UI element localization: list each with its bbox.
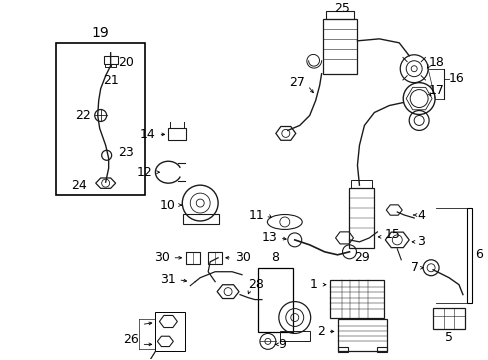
Text: 26: 26 [122, 333, 138, 346]
Text: 4: 4 [416, 208, 424, 221]
Text: 24: 24 [71, 179, 86, 192]
Text: 23: 23 [118, 146, 133, 159]
Bar [432, 307, 464, 329]
Text: 21: 21 [102, 74, 118, 87]
Bar [110, 64, 115, 67]
Text: 14: 14 [140, 128, 155, 141]
Bar [351, 180, 372, 188]
Text: 30: 30 [235, 251, 250, 264]
Text: 13: 13 [262, 231, 277, 244]
Text: 12: 12 [137, 166, 152, 179]
Bar [103, 56, 118, 64]
Text: 27: 27 [288, 76, 304, 89]
Bar [377, 347, 386, 352]
Text: 29: 29 [354, 251, 369, 264]
Bar [337, 347, 347, 352]
Text: 25: 25 [334, 3, 350, 15]
Text: 28: 28 [247, 278, 264, 291]
Text: 17: 17 [428, 84, 444, 97]
Text: 22: 22 [75, 109, 91, 122]
Bar [183, 214, 219, 224]
Bar [325, 11, 354, 19]
Text: 30: 30 [154, 251, 170, 264]
Text: 31: 31 [159, 273, 175, 286]
Text: 19: 19 [92, 26, 109, 40]
Bar [56, 43, 145, 195]
Text: 9: 9 [277, 338, 285, 351]
Text: 16: 16 [448, 72, 464, 85]
Text: 8: 8 [270, 251, 278, 264]
Bar [349, 188, 374, 248]
Bar [104, 64, 109, 67]
Bar [186, 252, 200, 264]
Bar [208, 252, 222, 264]
Bar [279, 332, 309, 341]
Text: 7: 7 [410, 261, 418, 274]
Text: 10: 10 [159, 199, 175, 212]
Text: 2: 2 [316, 325, 324, 338]
Bar [168, 129, 186, 140]
Bar [257, 268, 292, 332]
Text: 11: 11 [249, 208, 264, 221]
Text: 20: 20 [118, 56, 133, 69]
Text: 3: 3 [416, 235, 424, 248]
Bar [322, 19, 357, 74]
Bar [186, 252, 193, 264]
Bar [337, 319, 386, 351]
Text: 5: 5 [444, 331, 452, 344]
Bar [329, 280, 384, 318]
Text: 6: 6 [474, 248, 482, 261]
Text: 1: 1 [309, 278, 317, 291]
Text: 18: 18 [428, 56, 444, 69]
Bar [155, 311, 185, 351]
Bar [466, 208, 471, 302]
Bar [208, 252, 215, 264]
Text: 15: 15 [384, 228, 399, 242]
